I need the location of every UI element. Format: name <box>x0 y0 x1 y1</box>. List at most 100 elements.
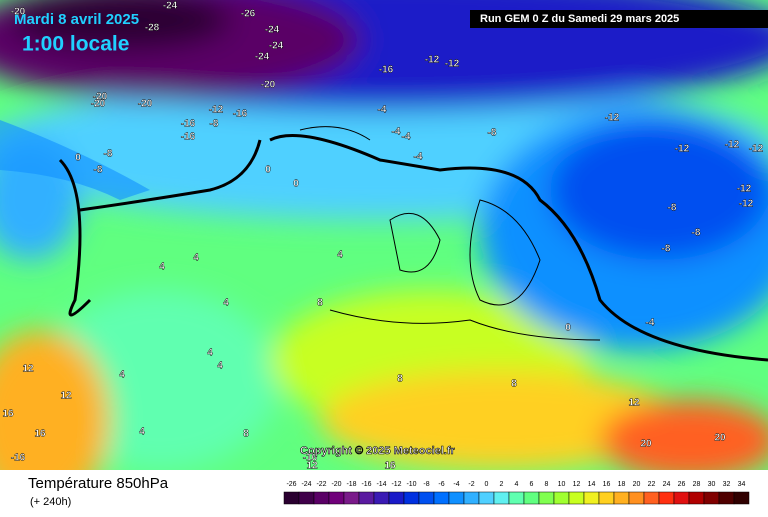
map-label: -8 <box>692 228 701 239</box>
map-label: -8 <box>668 203 677 214</box>
map-label: 4 <box>139 427 145 438</box>
scale-label: -8 <box>423 481 429 488</box>
map-label: -20 <box>138 99 153 110</box>
map-label: 4 <box>337 250 343 261</box>
map-label: 0 <box>565 323 571 334</box>
scale-swatch <box>478 491 495 505</box>
run: Run GEM 0 Z du Samedi 29 mars 2025 <box>480 13 679 25</box>
map-label: 0 <box>75 153 81 164</box>
scale-swatch <box>298 491 315 505</box>
map-label: -24 <box>269 41 284 52</box>
copyright: Copyright © 2025 Meteociel.fr <box>300 445 456 457</box>
map-label: 4 <box>217 361 223 372</box>
map-label: -24 <box>265 25 280 36</box>
scale-label: 2 <box>500 481 504 488</box>
scale-label: -4 <box>453 481 459 488</box>
scale-swatch <box>553 491 570 505</box>
map-label: 0 <box>293 179 299 190</box>
map-label: 16 <box>384 461 396 472</box>
map-label: 8 <box>397 374 403 385</box>
scale-swatch <box>493 491 510 505</box>
scale-label: -24 <box>301 481 311 488</box>
scale-swatch <box>388 491 405 505</box>
map-label: -12 <box>445 59 460 70</box>
map-label: -16 <box>379 65 394 76</box>
map-label: 8 <box>243 429 249 440</box>
time: 1:00 locale <box>22 33 129 56</box>
map-label: -4 <box>392 127 401 138</box>
scale-label: 28 <box>693 481 701 488</box>
map-label: -28 <box>145 23 160 34</box>
scale-label: -26 <box>286 481 296 488</box>
scale-swatch <box>583 491 600 505</box>
scale-label: 32 <box>723 481 731 488</box>
map-label: -12 <box>605 113 620 124</box>
scale-swatch <box>328 491 345 505</box>
map-label: -8 <box>94 165 103 176</box>
map-label: 20 <box>640 439 652 450</box>
map-label: -16 <box>303 453 318 464</box>
scale-swatch <box>598 491 615 505</box>
map-label: 8 <box>511 379 517 390</box>
scale-label: -12 <box>391 481 401 488</box>
map-label: -16 <box>233 109 248 120</box>
map-label: -8 <box>104 149 113 160</box>
scale-label: 20 <box>633 481 641 488</box>
map-label: 8 <box>317 298 323 309</box>
scale-label: 6 <box>530 481 534 488</box>
scale-swatch <box>283 491 300 505</box>
scale-label: -16 <box>361 481 371 488</box>
map-label: -16 <box>11 453 26 464</box>
scale-swatch <box>433 491 450 505</box>
map-label: 4 <box>119 370 125 381</box>
scale-swatch <box>643 491 660 505</box>
map-label: -8 <box>488 128 497 139</box>
scale-swatch <box>343 491 360 505</box>
scale-swatch <box>448 491 465 505</box>
scale-swatch <box>718 491 735 505</box>
scale-swatch <box>358 491 375 505</box>
scale-label: -6 <box>438 481 444 488</box>
color-scale: -26 -24 -22 -20 -18 -16 -14 -12 -10 -8 -6 -4 -2 0 2 4 6 8… <box>283 481 750 505</box>
map-label: 12 <box>22 364 34 375</box>
map-label: -24 <box>255 52 270 63</box>
map-label: -4 <box>402 132 411 143</box>
map-label: -24 <box>163 1 178 12</box>
map-label: -12 <box>749 144 764 155</box>
map-label: -12 <box>209 105 224 116</box>
scale-label: -10 <box>406 481 416 488</box>
map-label: -12 <box>675 144 690 155</box>
scale-swatch <box>568 491 585 505</box>
map-label: 12 <box>60 391 72 402</box>
scale-swatch <box>313 491 330 505</box>
map-labels: -20-24-26-28 -24-24-24-20-20-20-20-16-12-… <box>2 0 764 472</box>
scale-swatch <box>418 491 435 505</box>
scale-label: 26 <box>678 481 686 488</box>
scale-label: 14 <box>588 481 596 488</box>
scale-label: 10 <box>558 481 566 488</box>
scale-swatch <box>658 491 675 505</box>
map-label: 4 <box>159 262 165 273</box>
scale-swatch <box>463 491 480 505</box>
scale-label: -14 <box>376 481 386 488</box>
scale-label: -18 <box>346 481 356 488</box>
map-label: -4 <box>646 318 655 329</box>
footer-title: Température 850hPa <box>28 475 169 492</box>
scale-label: 16 <box>603 481 611 488</box>
map-label: 0 <box>265 165 271 176</box>
map-label: -20 <box>261 80 276 91</box>
scale-swatch <box>523 491 540 505</box>
date: Mardi 8 avril 2025 <box>14 11 139 28</box>
map-label: -16 <box>181 119 196 130</box>
map-label: -12 <box>739 199 754 210</box>
scale-label: -2 <box>468 481 474 488</box>
map-label: 16 <box>2 409 14 420</box>
footer-subtitle: (+ 240h) <box>30 496 71 508</box>
scale-swatch <box>628 491 645 505</box>
map-label: 4 <box>193 253 199 264</box>
map-label: -4 <box>378 105 387 116</box>
map-label: -8 <box>210 119 219 130</box>
scale-swatch <box>403 491 420 505</box>
